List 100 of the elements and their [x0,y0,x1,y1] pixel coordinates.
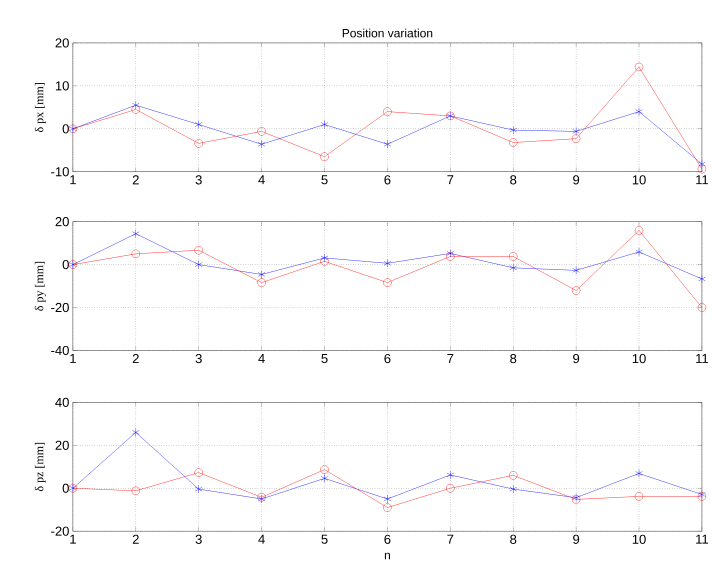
x-tick-label: 6 [384,354,390,364]
point [510,264,517,272]
point [320,152,329,161]
x-tick-label: 9 [573,354,580,364]
x-tick-label: 1 [70,354,76,363]
x-tick-label: 1 [70,175,76,184]
point [384,494,392,504]
point [384,140,392,148]
y-tick-label: 20 [56,440,69,450]
point [446,470,454,480]
point [510,484,517,494]
y-tick-label: 0 [62,484,69,493]
point [320,254,328,262]
point [320,257,329,266]
x-tick-label: 7 [447,534,454,544]
x-tick-label: 9 [573,175,580,184]
point [320,120,328,129]
chart-title: Position variation [342,28,432,38]
x-tick-label: 10 [632,354,646,364]
y-axis-title: δ py [mm] [34,262,46,311]
point [258,270,266,279]
y-axis-title: δ pz [mm] [34,442,46,492]
point [132,250,140,258]
x-tick-label: 3 [196,175,202,184]
x-tick-label: 1 [70,534,76,544]
x-tick-label: 8 [510,534,516,544]
x-tick-label: 2 [132,175,139,184]
y-tick-label: -20 [51,526,69,536]
point [194,139,203,148]
y-tick-label: -10 [51,167,69,176]
x-tick-label: 9 [573,534,580,544]
y-tick-label: 40 [55,398,69,407]
point [446,252,455,261]
x-tick-label: 10 [632,175,646,184]
point [634,62,644,72]
point [195,484,202,494]
x-tick-label: 6 [384,534,390,544]
point [320,474,328,483]
point [195,260,202,269]
point [384,259,392,268]
x-tick-label: 5 [321,534,328,544]
x-tick-label: 4 [258,354,265,363]
x-tick-label: 8 [510,354,516,364]
y-tick-label: -40 [51,346,69,355]
point [446,484,455,492]
point [698,274,706,284]
y-tick-label: 20 [56,217,69,226]
point [257,278,266,287]
point [132,105,140,114]
point [320,465,329,474]
point [634,492,644,501]
x-tick-label: 2 [132,534,139,544]
point [572,134,580,143]
point [635,107,643,116]
point [572,286,580,295]
point [509,471,518,480]
y-tick-label: 10 [56,81,69,90]
point [509,138,518,147]
point [635,469,643,478]
point [258,140,266,148]
x-tick-label: 11 [696,534,708,544]
point [698,164,706,174]
point [509,252,518,261]
point [446,249,454,258]
point [383,278,392,287]
point [195,120,202,129]
x-tick-label: 5 [321,354,328,363]
point [698,303,706,312]
point [194,246,203,254]
x-axis-title: n [384,552,390,560]
point [698,160,706,168]
x-tick-label: 10 [632,534,646,544]
point [634,226,644,235]
x-tick-label: 3 [196,534,202,544]
x-tick-label: 2 [132,354,139,363]
point [194,468,203,477]
point [510,126,517,134]
x-tick-label: 6 [384,175,390,184]
point [132,100,140,110]
y-tick-label: 0 [62,124,69,134]
point [132,229,140,238]
x-tick-label: 11 [696,354,708,363]
y-tick-label: 0 [62,260,69,270]
point [132,428,140,437]
point [635,248,643,256]
y-tick-label: -20 [51,302,69,312]
x-tick-label: 3 [196,354,202,364]
point [572,127,580,136]
point [383,107,392,116]
x-tick-label: 7 [447,175,454,184]
x-tick-label: 4 [258,534,265,544]
x-tick-label: 5 [321,175,328,184]
x-tick-label: 7 [447,354,454,363]
point [383,503,392,512]
x-tick-label: 11 [696,175,708,184]
y-tick-label: 20 [56,38,69,48]
point [257,127,266,136]
x-tick-label: 4 [258,175,265,184]
point [132,486,140,495]
y-axis-title: δ px [mm] [34,83,46,132]
